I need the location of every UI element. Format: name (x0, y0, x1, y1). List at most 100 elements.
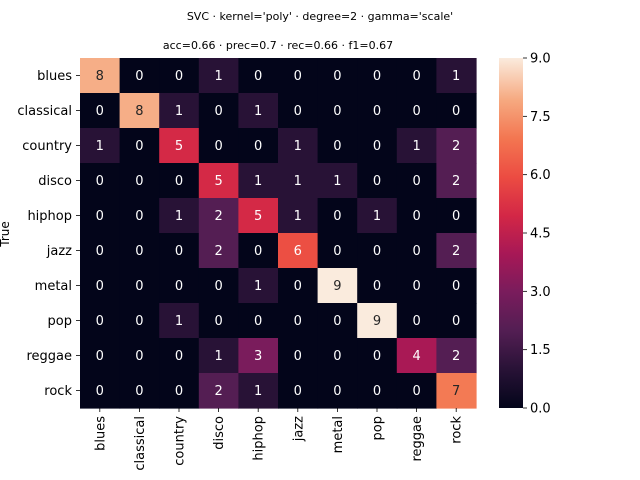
x-tick-label: blues (93, 416, 108, 451)
cell-value-label: 0 (175, 279, 183, 294)
heatmap-cell (159, 58, 200, 94)
heatmap-cell (278, 58, 319, 94)
cell-value-label: 0 (96, 104, 104, 119)
heatmap-cell (198, 128, 239, 164)
colorbar-tick-label: 6.0 (530, 168, 551, 183)
cell-value-label: 0 (333, 139, 341, 154)
cell-value-label: 0 (254, 69, 262, 84)
cell-value-label: 0 (333, 314, 341, 329)
heatmap-cell (238, 268, 279, 304)
heatmap-cell (159, 163, 200, 199)
heatmap-cell (119, 128, 160, 164)
heatmap-cell (238, 233, 279, 269)
heatmap-cell (317, 128, 358, 164)
cell-value-label: 0 (175, 384, 183, 399)
heatmap-cell (396, 233, 437, 269)
heatmap-cell (238, 338, 279, 374)
cell-value-label: 0 (373, 279, 381, 294)
heatmap-cell (80, 58, 121, 94)
heatmap-cell (396, 373, 437, 409)
cell-value-label: 0 (373, 139, 381, 154)
x-tick-label: jazz (291, 416, 306, 442)
cell-value-label: 8 (96, 69, 104, 84)
cell-value-label: 0 (135, 279, 143, 294)
cell-value-label: 0 (96, 174, 104, 189)
cell-value-label: 0 (373, 69, 381, 84)
cell-value-label: 0 (96, 314, 104, 329)
colorbar-ticks: 0.0 1.5 3.0 4.5 6.0 7.5 9.0 (523, 52, 551, 417)
cell-value-label: 0 (294, 384, 302, 399)
cell-value-label: 0 (214, 104, 222, 119)
heatmap-cell (198, 303, 239, 339)
cell-value-label: 5 (175, 139, 183, 154)
colorbar-tick-label: 3.0 (530, 285, 551, 300)
colorbar-tick-label: 4.5 (530, 227, 551, 242)
y-tick-label: country (22, 139, 72, 154)
heatmap-cell (238, 373, 279, 409)
cell-value-label: 0 (333, 349, 341, 364)
heatmap-cell (198, 373, 239, 409)
heatmap-cell (119, 373, 160, 409)
cell-value-label: 0 (96, 349, 104, 364)
y-tick-label: hiphop (27, 209, 72, 224)
cell-value-label: 1 (294, 174, 302, 189)
cell-value-label: 1 (254, 174, 262, 189)
cell-value-label: 0 (294, 279, 302, 294)
heatmap-cell (80, 93, 121, 129)
cell-value-label: 0 (412, 209, 420, 224)
heatmap-cell (317, 268, 358, 304)
heatmap-cell (159, 303, 200, 339)
heatmap-cell (436, 268, 477, 304)
heatmap-cell (80, 338, 121, 374)
heatmap-cell (357, 93, 398, 129)
y-tick-label: metal (35, 279, 72, 294)
heatmap-cell (317, 58, 358, 94)
heatmap-cell (80, 303, 121, 339)
heatmap-cell (396, 303, 437, 339)
cell-value-label: 1 (96, 139, 104, 154)
heatmap-cell (278, 268, 319, 304)
heatmap-cell (119, 268, 160, 304)
cell-value-label: 0 (214, 314, 222, 329)
heatmap-cell (238, 198, 279, 234)
heatmap-cell (436, 198, 477, 234)
cell-value-label: 0 (294, 314, 302, 329)
heatmap-cell (159, 198, 200, 234)
cell-value-label: 1 (412, 139, 420, 154)
cell-value-label: 9 (333, 279, 341, 294)
cell-value-label: 2 (214, 384, 222, 399)
heatmap-cell-labels: 8 0 0 1 0 0 0 0 0 10 8 1 0 1 0 0 0 0 01 0 5 0 0 1 0 0 1 20 0 0 5 1 1 1 0 0 2… (96, 69, 461, 399)
heatmap-cell (317, 93, 358, 129)
y-axis-label: True (0, 221, 12, 248)
heatmap-cell (238, 303, 279, 339)
cell-value-label: 0 (373, 244, 381, 259)
cell-value-label: 4 (412, 349, 420, 364)
cell-value-label: 0 (412, 314, 420, 329)
cell-value-label: 5 (214, 174, 222, 189)
cell-value-label: 8 (135, 104, 143, 119)
heatmap-cell (396, 128, 437, 164)
cell-value-label: 3 (254, 349, 262, 364)
cell-value-label: 0 (373, 349, 381, 364)
heatmap-cell (317, 163, 358, 199)
heatmap-cell (396, 93, 437, 129)
cell-value-label: 1 (373, 209, 381, 224)
heatmap-cell (436, 338, 477, 374)
cell-value-label: 0 (135, 139, 143, 154)
cell-value-label: 0 (96, 209, 104, 224)
cell-value-label: 0 (254, 244, 262, 259)
heatmap-cell (357, 233, 398, 269)
cell-value-label: 0 (412, 104, 420, 119)
heatmap-cell (80, 128, 121, 164)
y-tick-label: classical (17, 104, 72, 119)
heatmap-cell (436, 233, 477, 269)
heatmap-cell (80, 198, 121, 234)
heatmap-cell (278, 128, 319, 164)
cell-value-label: 0 (333, 384, 341, 399)
heatmap-cell (238, 128, 279, 164)
cell-value-label: 9 (373, 314, 381, 329)
colorbar-tick-label: 7.5 (530, 110, 551, 125)
cell-value-label: 1 (175, 314, 183, 329)
heatmap-cell (436, 128, 477, 164)
heatmap-cell (119, 58, 160, 94)
